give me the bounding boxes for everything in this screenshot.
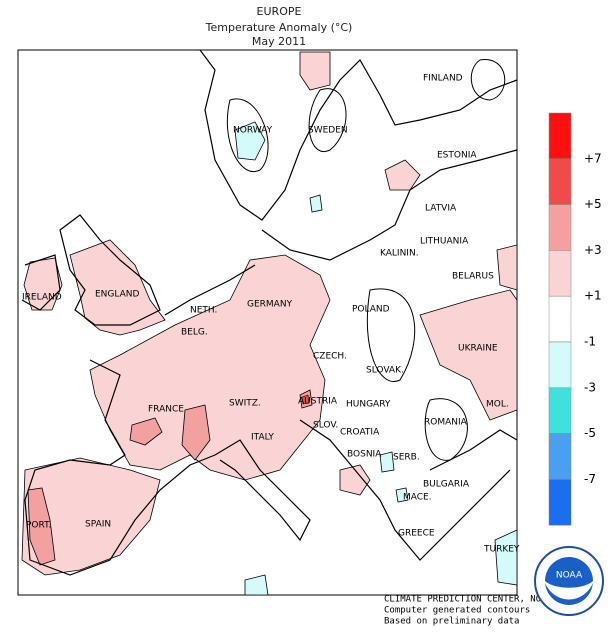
legend-swatch <box>548 479 572 526</box>
country-label: ESTONIA <box>437 151 477 161</box>
legend-swatch <box>548 158 572 205</box>
country-label: FINLAND <box>423 74 463 84</box>
country-label: ENGLAND <box>95 290 140 300</box>
legend-swatch <box>548 250 572 297</box>
country-label: GREECE <box>398 529 435 539</box>
country-label: GERMANY <box>247 300 293 310</box>
country-label: SLOV. <box>313 421 338 431</box>
country-label: FRANCE <box>148 405 184 415</box>
country-label: BELG. <box>181 328 208 338</box>
country-label: AUSTRIA <box>298 397 338 407</box>
country-label: ROMANIA <box>424 418 468 428</box>
country-label: MACE. <box>403 493 432 503</box>
noaa-logo: NOAA <box>534 546 604 616</box>
country-label: NETH. <box>190 306 217 316</box>
country-label: IRELAND <box>22 293 62 303</box>
country-label: HUNGARY <box>346 400 391 410</box>
country-label: SERB. <box>393 453 420 463</box>
country-label: BELARUS <box>452 272 494 282</box>
country-label: PORT. <box>26 521 51 531</box>
legend-label: +1 <box>584 289 602 303</box>
period: May 2011 <box>252 35 306 48</box>
credit-line: CLIMATE PREDICTION CENTER, NOAA <box>384 595 553 605</box>
svg-text:NOAA: NOAA <box>556 571 583 581</box>
country-label: MOL. <box>486 400 509 410</box>
legend-label: +7 <box>584 151 602 165</box>
legend-label: -5 <box>584 426 596 440</box>
region-title: EUROPE <box>257 5 302 18</box>
map-area <box>17 49 518 596</box>
legend-label: -3 <box>584 380 596 394</box>
country-label: TURKEY <box>483 545 520 555</box>
country-label: LATVIA <box>425 204 457 214</box>
map-title: Temperature Anomaly (°C) <box>205 21 353 34</box>
country-label: LITHUANIA <box>420 237 469 247</box>
country-label: SWEDEN <box>308 126 348 136</box>
country-label: NORWAY <box>233 126 273 136</box>
country-label: CZECH. <box>313 352 347 362</box>
country-label: SWITZ. <box>229 399 261 409</box>
color-legend: +7 +5 +3 +1 -1 -3 -5 -7 <box>548 112 602 526</box>
legend-swatch <box>548 204 572 251</box>
country-label: POLAND <box>352 305 390 315</box>
country-label: KALININ. <box>380 249 419 259</box>
credit-line: Based on preliminary data <box>384 617 519 627</box>
legend-swatch <box>548 112 572 160</box>
legend-label: +5 <box>584 197 602 211</box>
country-label: UKRAINE <box>458 344 498 354</box>
credit-line: Computer generated contours <box>384 606 530 616</box>
country-label: SLOVAK. <box>366 366 404 376</box>
legend-label: -7 <box>584 472 596 486</box>
country-label: BOSNIA <box>347 450 382 460</box>
legend-swatch <box>548 341 572 389</box>
legend-label: +3 <box>584 243 602 257</box>
legend-swatch <box>548 295 572 343</box>
legend-swatch <box>548 387 572 434</box>
legend-swatch <box>548 433 572 480</box>
legend-label: -1 <box>584 335 596 349</box>
country-label: BULGARIA <box>423 480 470 490</box>
country-label: CROATIA <box>340 428 380 438</box>
country-label: SPAIN <box>85 520 111 530</box>
country-label: ITALY <box>251 433 274 443</box>
